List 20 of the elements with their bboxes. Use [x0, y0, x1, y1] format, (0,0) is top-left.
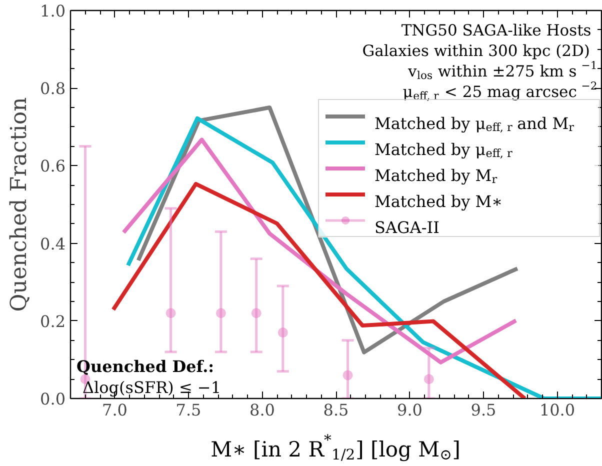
y-tick-label: 0.2: [40, 312, 66, 331]
y-tick-label: 1.0: [40, 2, 66, 20]
y-axis-title: Quenched Fraction: [7, 97, 32, 312]
y-tick-label: 0.6: [40, 156, 66, 176]
x-tick-label: 10.0: [539, 400, 576, 420]
x-tick-label: 9.5: [470, 400, 496, 420]
x-tick-label: 9.0: [397, 400, 422, 420]
y-tick-label: 0.8: [40, 79, 66, 98]
legend-label: Matched by M∗: [374, 192, 503, 211]
x-tick-label: 7.0: [102, 400, 128, 420]
y-tick-label: 0.4: [40, 234, 66, 254]
x-tick-label: 8.5: [323, 400, 349, 420]
x-tick-label: 8.0: [250, 400, 275, 420]
legend-label: SAGA-II: [374, 218, 440, 237]
x-tick-label: 7.5: [176, 400, 202, 420]
annotation: Quenched Def.:: [76, 357, 214, 376]
annotation: TNG50 SAGA-like Hosts: [401, 22, 592, 40]
annotation: Galaxies within 300 kpc (2D): [362, 42, 590, 60]
annotation: Δlog(sSFR) ≤ −1: [82, 378, 222, 397]
y-tick-label: 0.0: [40, 390, 66, 408]
